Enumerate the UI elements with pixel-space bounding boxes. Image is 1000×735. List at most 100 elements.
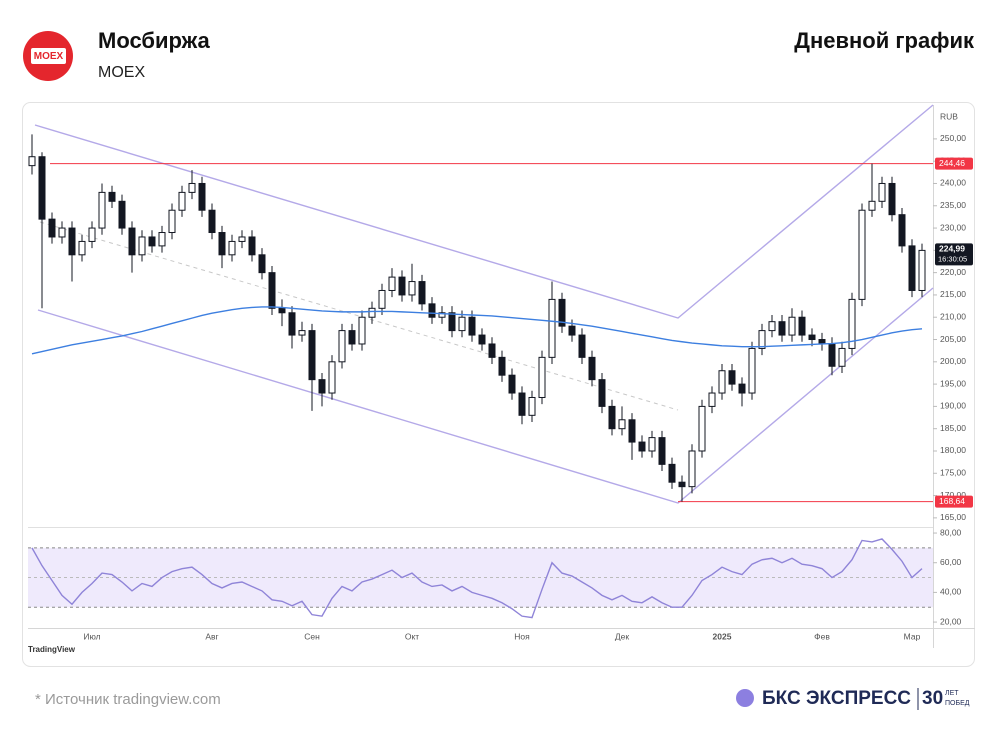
candle-body: [808, 334, 816, 341]
candle-body: [228, 240, 236, 256]
candle-body: [258, 254, 266, 274]
candle-body: [858, 209, 866, 300]
x-tick-label: Фев: [814, 631, 830, 641]
candle-body: [168, 209, 176, 234]
level-badge: [935, 157, 973, 170]
candle-body: [58, 227, 66, 238]
x-tick-label: Ноя: [514, 631, 530, 641]
candle-body: [508, 374, 516, 394]
ticker: MOEX: [98, 64, 145, 81]
y-tick-label: 165,00: [940, 512, 966, 522]
candle-body: [548, 298, 556, 358]
candle-body: [838, 347, 846, 367]
y-tick-label: 180,00: [940, 445, 966, 455]
y-tick-label: 185,00: [940, 423, 966, 433]
candle-body: [38, 156, 46, 220]
y-tick-label: 240,00: [940, 178, 966, 188]
anniversary: 30: [922, 688, 943, 709]
candle-body: [658, 437, 666, 465]
rsi-tick-label: 40,00: [940, 587, 962, 597]
y-tick-label: 230,00: [940, 222, 966, 232]
last-time: 16:30:05: [938, 254, 967, 263]
y-tick-label: 200,00: [940, 356, 966, 366]
x-tick-label: Окт: [405, 631, 419, 641]
candle-body: [218, 232, 226, 256]
x-tick-label: Мар: [904, 631, 921, 641]
y-tick-label: 190,00: [940, 401, 966, 411]
candle-body: [878, 182, 886, 202]
candle-body: [338, 330, 346, 363]
card: [22, 102, 975, 667]
candle-body: [748, 347, 756, 394]
candle-body: [178, 191, 186, 211]
channel-mid: [39, 221, 679, 411]
candle-body: [158, 232, 166, 247]
chart-kind: Дневной график: [794, 28, 975, 53]
candle-body: [428, 303, 436, 318]
x-tick-label: Сен: [304, 631, 320, 641]
ma-line: [31, 306, 923, 355]
candle-body: [718, 370, 726, 394]
y-tick-label: 170,00: [940, 490, 966, 500]
level-label: 244,46: [939, 158, 965, 168]
candle-body: [788, 316, 796, 336]
candle-body: [328, 361, 336, 394]
candle-body: [478, 334, 486, 345]
candle-body: [378, 289, 386, 309]
level-label: 168,64: [939, 496, 965, 506]
candle-body: [468, 316, 476, 336]
y-tick-label: 215,00: [940, 289, 966, 299]
candle-body: [678, 481, 686, 488]
candle-body: [48, 218, 56, 238]
y-tick-label: 250,00: [940, 133, 966, 143]
candle-body: [708, 392, 716, 407]
rsi-tick-label: 80,00: [940, 527, 962, 537]
candle-body: [78, 240, 86, 256]
logo-plate: [31, 48, 66, 64]
candle-body: [738, 383, 746, 394]
candle-body: [28, 156, 36, 167]
rsi-panel: [28, 547, 933, 608]
candle-body: [608, 405, 616, 430]
candle-body: [518, 392, 526, 416]
candle-body: [558, 298, 566, 327]
candle-body: [98, 191, 106, 229]
y-tick-label: 205,00: [940, 334, 966, 344]
last-price-label: 224,99: [939, 244, 965, 254]
candle-body: [498, 356, 506, 376]
currency: RUB: [940, 111, 958, 121]
channel-upper: [34, 104, 934, 319]
rsi-tick-label: 60,00: [940, 557, 962, 567]
candle-body: [848, 298, 856, 349]
x-tick-label: Авг: [205, 631, 218, 641]
candle-body: [628, 419, 636, 443]
candle-body: [568, 325, 576, 336]
title: Мосбиржа: [98, 28, 211, 53]
watermark: TradingView: [28, 645, 76, 654]
candle-body: [388, 276, 396, 291]
candle-body: [638, 441, 646, 452]
x-tick-label: Июл: [83, 631, 100, 641]
candle-body: [288, 312, 296, 336]
source: * Источник tradingview.com: [35, 691, 221, 708]
candle-body: [268, 272, 276, 309]
candle-body: [438, 312, 446, 318]
anniversary-top: ЛЕТ: [945, 690, 959, 697]
candle-body: [198, 182, 206, 211]
candle-body: [688, 450, 696, 488]
candle-body: [588, 356, 596, 381]
candle-body: [898, 214, 906, 247]
candle-body: [908, 245, 916, 291]
candle-body: [408, 281, 416, 296]
candle-body: [188, 182, 196, 193]
candle-body: [88, 227, 96, 242]
candle-body: [538, 356, 546, 398]
candle-body: [668, 463, 676, 483]
candle-body: [118, 200, 126, 229]
candle-body: [148, 236, 156, 247]
candle-body: [648, 437, 656, 452]
rsi-line: [31, 538, 923, 619]
channel-lines: [34, 104, 934, 504]
channel-lower: [37, 287, 934, 504]
